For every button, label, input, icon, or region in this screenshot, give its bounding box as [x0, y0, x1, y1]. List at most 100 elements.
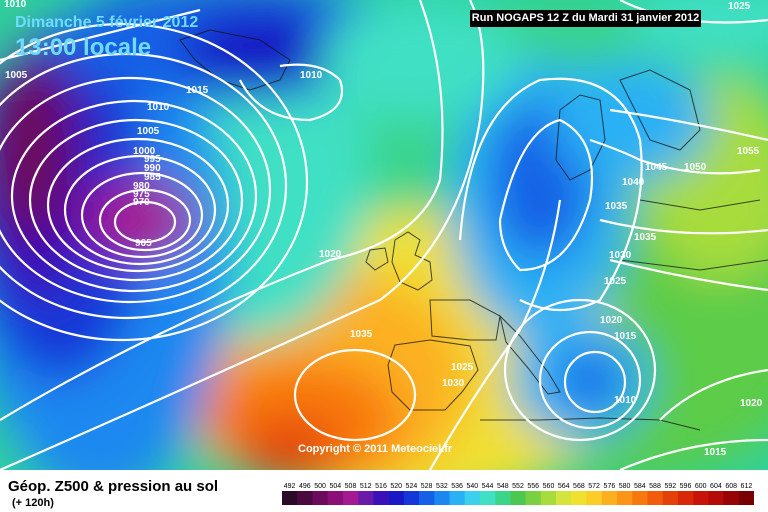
scale-swatch — [525, 491, 542, 505]
map-legend-footer: Géop. Z500 & pression au sol (+ 120h) 49… — [0, 470, 768, 512]
scale-swatch — [601, 491, 618, 505]
isobar-label: 1035 — [634, 232, 657, 243]
scale-tick-label: 516 — [375, 483, 387, 490]
scale-tick-label: 536 — [451, 483, 463, 490]
isobar-label: 1005 — [5, 70, 28, 81]
scale-tick-label: 532 — [436, 483, 448, 490]
scale-tick-label: 572 — [588, 483, 600, 490]
scale-tick-label: 604 — [710, 483, 722, 490]
isobar-label: 1035 — [350, 329, 373, 340]
isobar-label: 1010 — [147, 102, 170, 113]
scale-swatch — [510, 491, 526, 505]
isobar-label: 1005 — [137, 126, 160, 137]
scale-tick-label: 560 — [543, 483, 555, 490]
isobar-label: 1025 — [728, 1, 751, 12]
isobar-label: 1025 — [604, 276, 627, 287]
scale-tick-label: 580 — [619, 483, 631, 490]
scale-swatch — [495, 491, 511, 505]
isobar-label: 980 — [133, 181, 150, 192]
copyright-text: Copyright © 2011 Meteociel.fr — [298, 443, 453, 455]
scale-swatch — [403, 491, 420, 505]
scale-swatch — [479, 491, 496, 505]
scale-tick-label: 576 — [604, 483, 616, 490]
isobar-label: 1030 — [609, 250, 632, 261]
isobar-label: 975 — [133, 189, 150, 200]
scale-swatch — [282, 491, 298, 505]
isobar-label: 1010 — [4, 0, 27, 10]
isobar-label: 970 — [133, 197, 150, 208]
scale-tick-label: 568 — [573, 483, 585, 490]
scale-tick-label: 528 — [421, 483, 433, 490]
isobar-label: 1010 — [300, 70, 323, 81]
scale-swatch — [327, 491, 344, 505]
scale-tick-label: 512 — [360, 483, 372, 490]
isobar-label: 1015 — [704, 447, 727, 458]
scale-swatch — [708, 491, 724, 505]
scale-swatch — [617, 491, 633, 505]
weather-map: 1010 1005 1010 1015 1010 1005 1000 995 9… — [0, 0, 768, 470]
forecast-date: Dimanche 5 février 2012 — [15, 14, 199, 31]
scale-swatch — [358, 491, 374, 505]
scale-swatch — [312, 491, 328, 505]
isobar-label: 1010 — [614, 395, 637, 406]
isobar-label: 1020 — [319, 249, 342, 260]
isobar-label: 1000 — [133, 146, 156, 157]
scale-swatch — [373, 491, 389, 505]
scale-tick-label: 540 — [466, 483, 478, 490]
isobar-label: 1050 — [684, 162, 707, 173]
scale-tick-label: 524 — [406, 483, 418, 490]
geopotential-map: 1010 1005 1010 1015 1010 1005 1000 995 9… — [0, 0, 768, 470]
scale-tick-label: 504 — [329, 483, 341, 490]
isobar-label: 1040 — [622, 177, 645, 188]
isobar-label: 1035 — [605, 201, 628, 212]
scale-swatch — [434, 491, 450, 505]
scale-tick-label: 556 — [527, 483, 539, 490]
isobar-label: 1025 — [451, 362, 474, 373]
scale-swatch — [632, 491, 648, 505]
scale-tick-label: 552 — [512, 483, 524, 490]
scale-tick-label: 500 — [314, 483, 326, 490]
scale-swatch — [419, 491, 435, 505]
scale-swatch — [738, 491, 754, 505]
isobar-label: 1015 — [186, 85, 209, 96]
isobar-label: 1020 — [740, 398, 763, 409]
isobar-label: 1015 — [614, 331, 637, 342]
scale-swatch — [297, 491, 313, 505]
scale-swatch — [449, 491, 465, 505]
scale-swatch — [662, 491, 679, 505]
isobar-label: 965 — [135, 238, 152, 249]
scale-tick-label: 544 — [482, 483, 494, 490]
scale-tick-label: 520 — [390, 483, 402, 490]
scale-tick-label: 596 — [680, 483, 692, 490]
scale-tick-label: 548 — [497, 483, 509, 490]
isobar-labels: 1010 1005 1010 1015 1010 1005 1000 995 9… — [4, 0, 763, 458]
scale-swatch — [388, 491, 405, 505]
forecast-range: (+ 120h) — [12, 497, 54, 509]
isobar-label: 1055 — [737, 146, 760, 157]
model-run-label: Run NOGAPS 12 Z du Mardi 31 janvier 2012 — [470, 10, 701, 27]
scale-swatch — [571, 491, 587, 505]
scale-swatch — [723, 491, 739, 505]
scale-tick-label: 584 — [634, 483, 646, 490]
scale-tick-label: 600 — [695, 483, 707, 490]
isobar-label: 1030 — [442, 378, 465, 389]
scale-tick-label: 608 — [725, 483, 737, 490]
z500-color-field — [0, 0, 768, 470]
scale-swatch — [464, 491, 481, 505]
forecast-time: 13:00 locale — [15, 34, 152, 61]
scale-tick-label: 564 — [558, 483, 570, 490]
scale-swatch — [556, 491, 572, 505]
scale-tick-label: 588 — [649, 483, 661, 490]
scale-swatch — [342, 491, 359, 505]
isobar-label: 1045 — [645, 162, 668, 173]
map-title: Géop. Z500 & pression au sol — [8, 478, 219, 495]
scale-swatch — [677, 491, 694, 505]
scale-tick-label: 508 — [345, 483, 357, 490]
isobar-label: 995 — [144, 154, 161, 165]
scale-tick-label: 492 — [284, 483, 296, 490]
scale-swatch — [647, 491, 663, 505]
scale-tick-label: 496 — [299, 483, 311, 490]
isobar-label: 985 — [144, 172, 161, 183]
scale-swatch — [586, 491, 602, 505]
isobar-label: 1020 — [600, 315, 623, 326]
